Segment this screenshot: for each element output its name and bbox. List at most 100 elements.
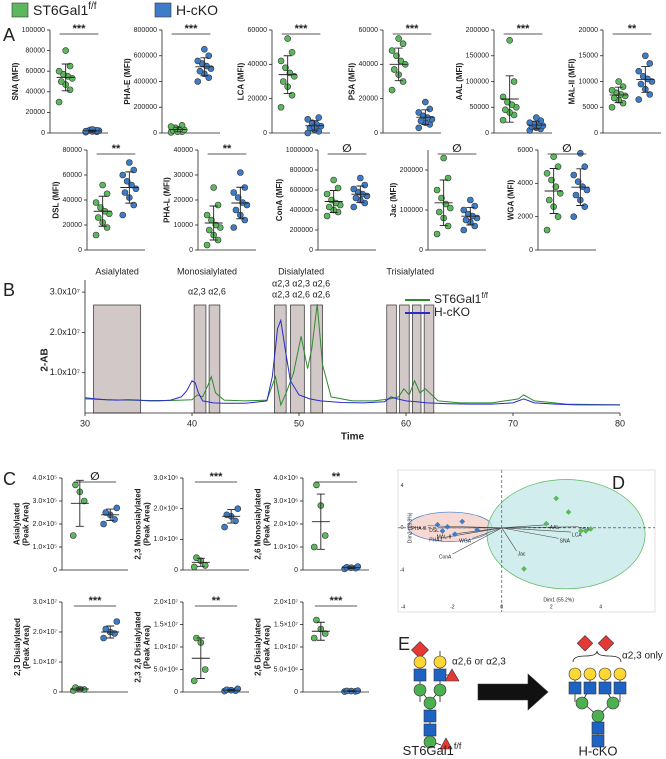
- y-tick-label: 0: [419, 247, 423, 254]
- error-bar: [227, 688, 236, 692]
- data-point: [608, 86, 616, 94]
- data-point: [55, 67, 63, 75]
- panel-label: E: [398, 634, 410, 654]
- y-tick-label: 2.0×10⁷: [33, 629, 58, 636]
- data-point: [543, 520, 550, 527]
- error-bar: [236, 186, 245, 220]
- y-tick-label: 80000: [26, 47, 46, 54]
- data-point: [92, 199, 100, 206]
- data-point: [234, 194, 242, 201]
- data-point: [526, 119, 534, 126]
- data-point: [578, 528, 584, 534]
- y-axis-label: Asialylated: [13, 503, 22, 545]
- significance: ∅: [452, 143, 461, 155]
- y-axis-label: AAL (MFI): [455, 62, 464, 100]
- data-point: [325, 203, 333, 211]
- x-tick-label: 80: [615, 418, 625, 428]
- y-tick-label: 40000: [248, 61, 268, 68]
- data-point: [554, 213, 562, 220]
- data-point: [352, 194, 360, 202]
- data-point: [499, 116, 507, 124]
- data-point: [232, 206, 240, 214]
- y-tick-label: 5.0×10⁶: [154, 666, 179, 673]
- error-bar: [196, 557, 205, 567]
- y-tick-label: 0: [53, 689, 57, 696]
- data-point: [471, 202, 479, 210]
- data-point: [201, 562, 209, 569]
- y-tick-label: 40000: [174, 147, 194, 154]
- y-axis-label: DSL (MFI): [52, 181, 61, 219]
- data-point: [545, 196, 553, 204]
- data-point: [587, 526, 594, 532]
- y-tick-label: 60000: [248, 27, 268, 34]
- y-tick-label: 1000000: [286, 147, 313, 154]
- data-point: [350, 203, 358, 211]
- data-point: [393, 52, 400, 60]
- data-point: [66, 86, 74, 94]
- data-point: [361, 181, 369, 189]
- data-point: [550, 153, 557, 160]
- y-axis-label: (Peak Area): [22, 625, 31, 669]
- legend-text: H-cKO: [434, 305, 470, 319]
- data-point: [230, 189, 238, 196]
- y-axis-label: LCA (MFI): [237, 62, 246, 100]
- peak-region: [93, 304, 142, 414]
- y-tick-label: 0: [309, 247, 313, 254]
- y-axis-label: MAL-II (MFI): [568, 58, 577, 104]
- y-tick-label: 200000: [466, 27, 489, 34]
- y-tick-label: 400000: [290, 207, 313, 214]
- data-point: [102, 625, 110, 633]
- legend-sup: f/f: [481, 291, 488, 300]
- label-text: ST6Gal1: [403, 743, 454, 758]
- error-bar: [505, 75, 514, 123]
- data-point: [128, 181, 135, 189]
- error-bar: [316, 621, 325, 641]
- error-bar: [549, 168, 558, 214]
- data-point: [357, 174, 364, 182]
- y-tick-label: 100000: [400, 207, 423, 214]
- data-point: [113, 504, 121, 512]
- y-tick-label: 0: [153, 130, 157, 137]
- data-point: [62, 47, 69, 54]
- data-point: [321, 630, 329, 637]
- y-tick-label: 2.0×10⁶: [154, 506, 179, 513]
- data-point: [350, 185, 358, 193]
- x-axis-label: Time: [341, 432, 365, 443]
- data-point: [103, 224, 111, 231]
- error-bar: [347, 566, 356, 570]
- y-tick-label: 400000: [134, 78, 157, 85]
- data-point: [282, 64, 289, 72]
- data-point: [501, 106, 509, 114]
- y-tick-label: 0: [594, 130, 598, 137]
- y-axis-label: 2,3 Monosialylated: [134, 488, 143, 559]
- data-point: [415, 109, 423, 116]
- peak-region: [423, 304, 435, 414]
- y-tick-label: 1.0x10⁷: [50, 367, 80, 377]
- data-point: [100, 634, 107, 642]
- data-point: [212, 221, 220, 229]
- data-point: [205, 226, 213, 234]
- data-point: [304, 115, 312, 123]
- significance: ∅: [562, 143, 571, 155]
- error-bar: [329, 190, 338, 213]
- data-point: [334, 184, 342, 192]
- loading-label: DSL: [429, 528, 439, 534]
- data-point: [210, 184, 217, 191]
- legend-swatch: [11, 2, 29, 18]
- label-sup: f/f: [454, 741, 462, 751]
- y-tick-label: 200000: [400, 167, 423, 174]
- y-tick-label: 0: [174, 689, 178, 696]
- y-tick-label: 30000: [174, 172, 194, 179]
- significance: ***: [295, 23, 309, 35]
- data-point: [439, 528, 446, 534]
- data-point: [310, 543, 318, 551]
- data-point: [237, 169, 244, 176]
- y-tick-label: 2000: [517, 214, 533, 221]
- y-tick-label: 40000: [63, 197, 83, 204]
- significance: ***: [330, 595, 344, 607]
- significance: ***: [89, 595, 103, 607]
- y-axis-label: 2,3 2,6 Disialylated: [134, 611, 143, 682]
- y-tick-label: 1.0×10⁷: [274, 644, 299, 651]
- loading-arrow: [452, 527, 502, 555]
- data-point: [395, 35, 402, 42]
